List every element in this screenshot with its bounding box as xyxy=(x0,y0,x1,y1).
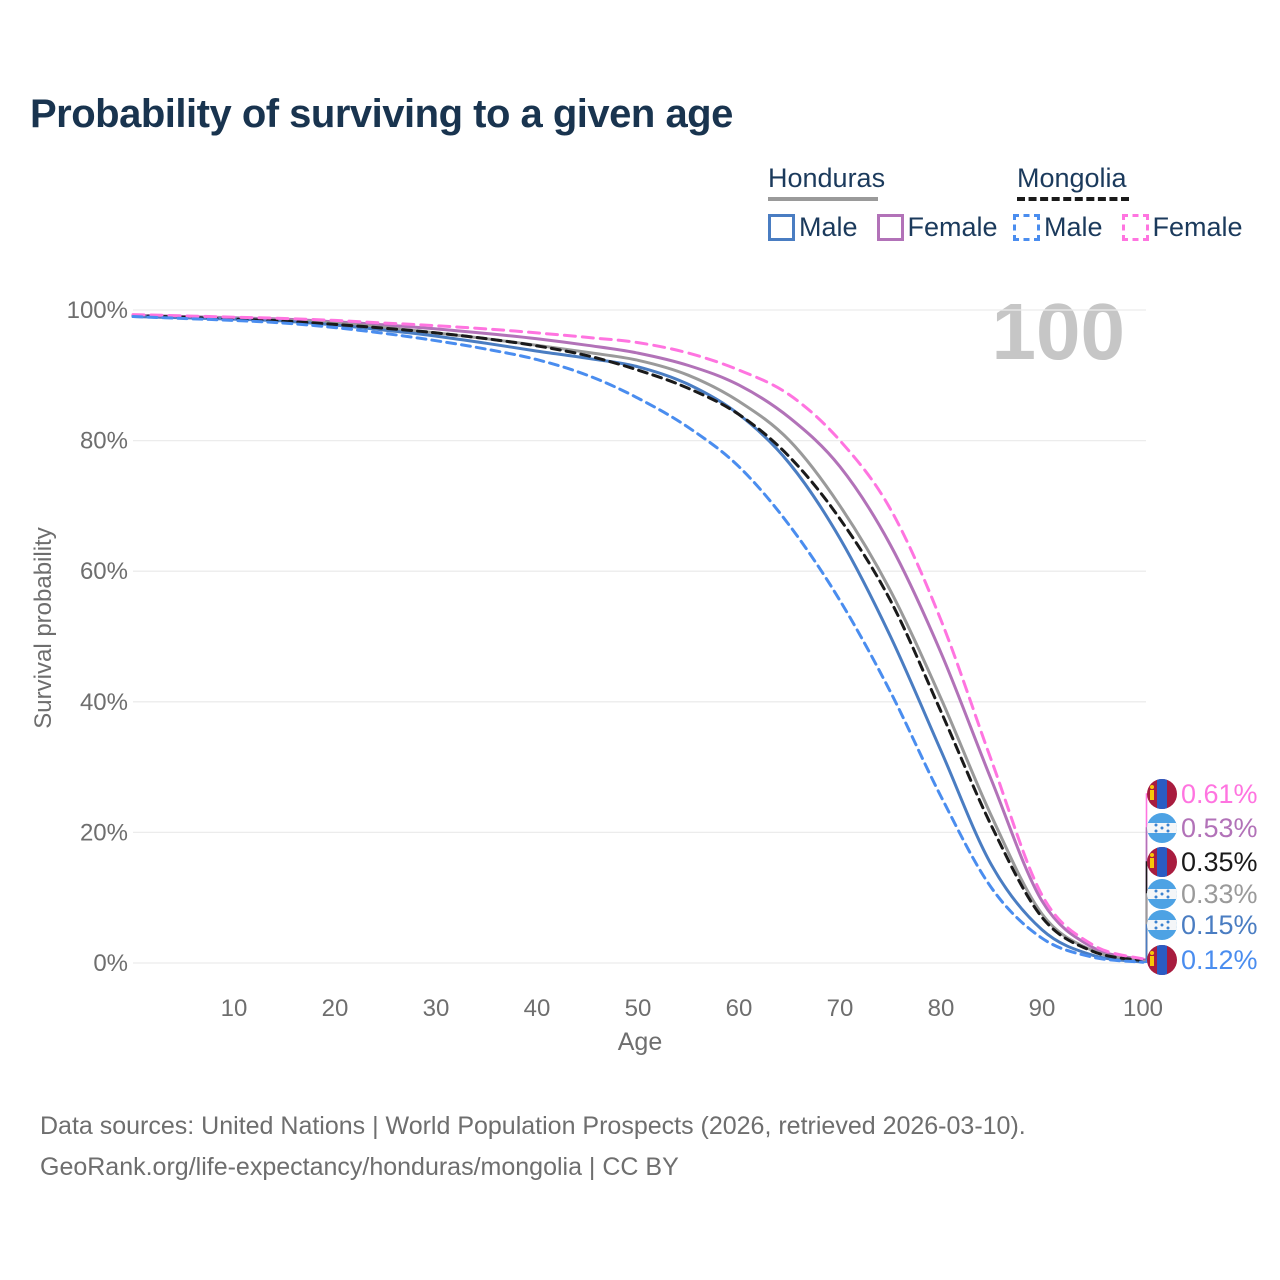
legend-checkbox-mongolia-female[interactable] xyxy=(1121,214,1149,241)
legend-label-mongolia-male[interactable]: Male xyxy=(1044,212,1103,242)
mongolia-flag-icon xyxy=(1147,779,1177,809)
y-tick-label: 40% xyxy=(80,689,128,716)
legend-group-mongolia: Mongolia Male Female xyxy=(1013,163,1262,243)
mongolia-line-sample xyxy=(1017,197,1129,201)
x-tick-label: 10 xyxy=(221,995,248,1022)
y-axis-title: Survival probability xyxy=(30,527,57,729)
mongolia-flag-icon xyxy=(1147,945,1177,975)
legend-checkbox-honduras-female[interactable] xyxy=(876,214,904,241)
x-tick-label: 50 xyxy=(625,995,652,1022)
y-tick-label: 20% xyxy=(80,819,128,846)
end-value-label: 0.33% xyxy=(1181,879,1258,909)
mongolia-flag-icon xyxy=(1147,847,1177,877)
legend-label-honduras-male[interactable]: Male xyxy=(799,212,858,242)
y-tick-label: 80% xyxy=(80,428,128,455)
y-tick-label: 0% xyxy=(93,950,128,977)
series-line-mongolia-male xyxy=(131,315,1145,964)
x-tick-label: 30 xyxy=(423,995,450,1022)
x-tick-label: 20 xyxy=(322,995,349,1022)
honduras-flag-icon xyxy=(1147,910,1177,940)
end-label-connector xyxy=(1143,959,1148,963)
x-tick-label: 40 xyxy=(524,995,551,1022)
x-tick-label: 90 xyxy=(1029,995,1056,1022)
honduras-line-sample xyxy=(768,197,878,201)
end-label-connector xyxy=(1143,924,1148,963)
legend-group-honduras: Honduras Male Female xyxy=(768,163,1017,243)
page-title: Probability of surviving to a given age xyxy=(30,92,733,136)
x-tick-label: 60 xyxy=(726,995,753,1022)
end-value-label: 0.35% xyxy=(1181,847,1258,877)
series-line-mongolia-female xyxy=(131,313,1145,961)
end-value-label: 0.15% xyxy=(1181,910,1258,940)
legend-checkbox-honduras-male[interactable] xyxy=(768,214,795,241)
x-axis-title: Age xyxy=(618,1028,662,1056)
series-line-mongolia-both xyxy=(131,314,1145,963)
y-tick-label: 100% xyxy=(67,297,128,324)
end-value-label: 0.12% xyxy=(1181,945,1258,975)
x-tick-label: 70 xyxy=(827,995,854,1022)
footer: Data sources: United Nations | World Pop… xyxy=(40,1106,1026,1188)
end-value-label: 0.53% xyxy=(1181,813,1258,843)
end-value-label: 0.61% xyxy=(1181,779,1258,809)
legend-checkbox-mongolia-male[interactable] xyxy=(1013,214,1040,241)
x-tick-label: 100 xyxy=(1123,995,1163,1022)
x-tick-label: 80 xyxy=(928,995,955,1022)
honduras-flag-icon xyxy=(1147,813,1177,843)
legend-label-honduras-female[interactable]: Female xyxy=(907,212,998,242)
legend-label-mongolia-female[interactable]: Female xyxy=(1152,212,1243,242)
age-watermark: 100 xyxy=(991,287,1125,376)
footer-attribution: GeoRank.org/life-expectancy/honduras/mon… xyxy=(40,1153,679,1181)
legend-country-honduras[interactable]: Honduras xyxy=(768,163,886,193)
legend-country-mongolia[interactable]: Mongolia xyxy=(1017,163,1127,193)
honduras-flag-icon xyxy=(1147,879,1177,909)
y-tick-label: 60% xyxy=(80,558,128,585)
footer-data-sources: Data sources: United Nations | World Pop… xyxy=(40,1112,1026,1140)
series-line-honduras-male xyxy=(131,315,1145,964)
